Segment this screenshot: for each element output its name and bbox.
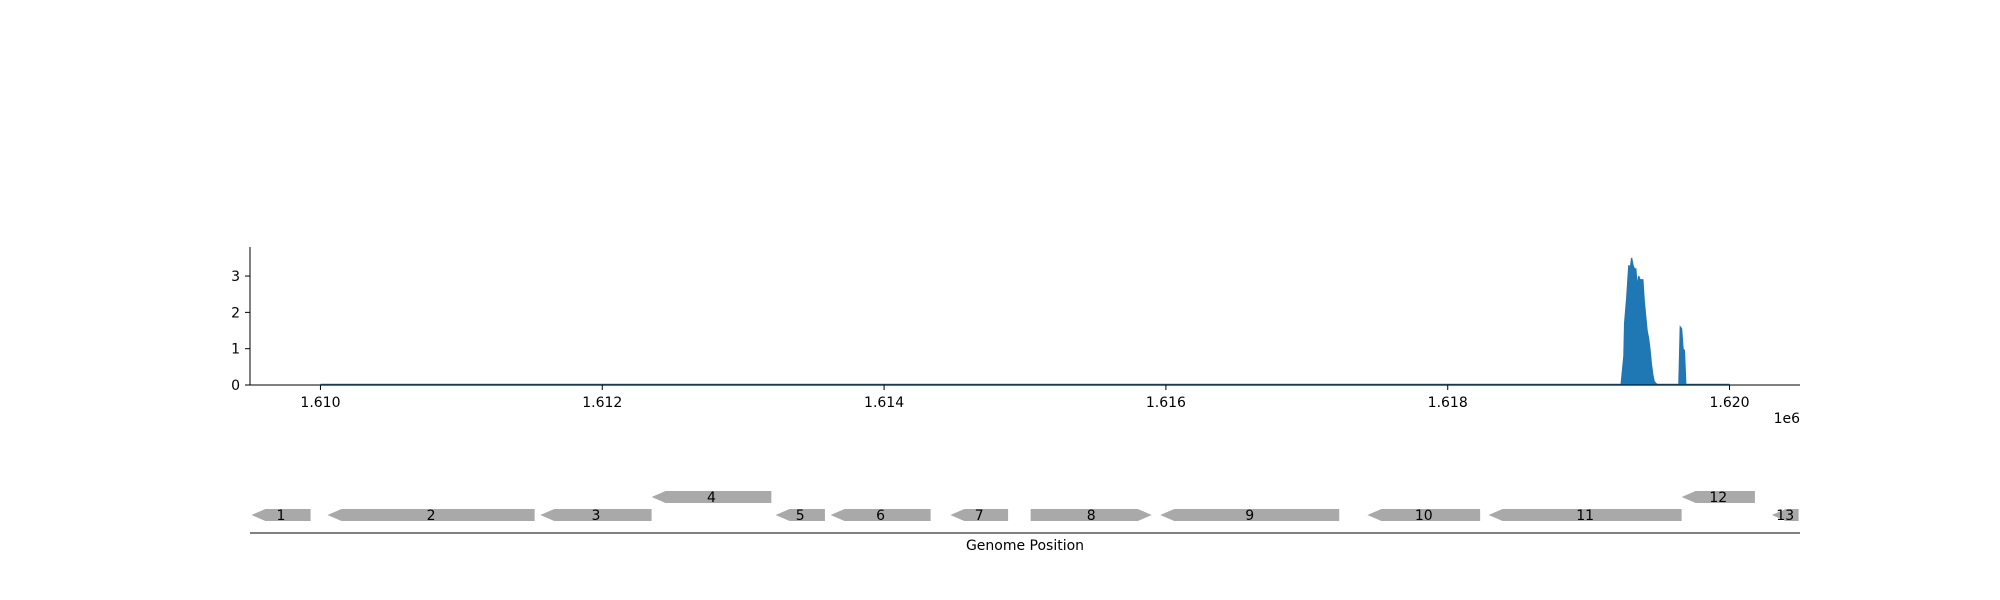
gene-arrow-6 xyxy=(830,509,931,521)
gene-label-11: 11 xyxy=(1576,508,1594,524)
gene-arrow-10 xyxy=(1367,509,1481,521)
gene-arrow-4 xyxy=(651,491,772,503)
y-tick-label: 0 xyxy=(231,378,240,394)
gene-arrow-12 xyxy=(1681,491,1755,503)
x-tick-label: 1.620 xyxy=(1709,395,1749,411)
gene-label-12: 12 xyxy=(1709,490,1727,506)
gene-label-2: 2 xyxy=(427,508,436,524)
x-tick-label: 1.618 xyxy=(1428,395,1468,411)
x-offset-label: 1e6 xyxy=(1774,411,1801,427)
x-tick-label: 1.612 xyxy=(582,395,622,411)
gene-label-5: 5 xyxy=(796,508,805,524)
gene-label-9: 9 xyxy=(1245,508,1254,524)
gene-label-3: 3 xyxy=(591,508,600,524)
gene-track-xlabel: Genome Position xyxy=(966,538,1084,554)
gene-label-13: 13 xyxy=(1776,508,1794,524)
gene-label-7: 7 xyxy=(975,508,984,524)
x-tick-label: 1.614 xyxy=(864,395,904,411)
coverage-area-series xyxy=(320,257,1730,386)
gene-label-6: 6 xyxy=(876,508,885,524)
gene-label-1: 1 xyxy=(277,508,286,524)
y-tick-label: 3 xyxy=(231,269,240,285)
coverage-area-0 xyxy=(320,257,1730,386)
gene-label-10: 10 xyxy=(1415,508,1433,524)
gene-arrow-8 xyxy=(1030,509,1152,521)
coverage-plot: 1.610 1.612 1.614 1.616 1.618 1.620 0 1 2 3 1e6 xyxy=(231,247,1800,427)
gene-arrow-7 xyxy=(950,509,1009,521)
gene-arrow-13 xyxy=(1771,509,1799,521)
coverage-x-ticks: 1.610 1.612 1.614 1.616 1.618 1.620 xyxy=(300,385,1750,411)
y-tick-label: 2 xyxy=(231,305,240,321)
y-tick-label: 1 xyxy=(231,342,240,358)
coverage-y-ticks: 0 1 2 3 xyxy=(231,269,250,394)
gene-arrow-11 xyxy=(1488,509,1682,521)
x-tick-label: 1.616 xyxy=(1146,395,1186,411)
gene-arrow-5 xyxy=(775,509,825,521)
gene-arrow-1 xyxy=(251,509,311,521)
gene-label-4: 4 xyxy=(707,490,716,506)
gene-label-8: 8 xyxy=(1087,508,1096,524)
x-tick-label: 1.610 xyxy=(300,395,340,411)
gene-arrow-9 xyxy=(1160,509,1340,521)
gene-arrow-3 xyxy=(540,509,652,521)
gene-arrow-2 xyxy=(327,509,535,521)
